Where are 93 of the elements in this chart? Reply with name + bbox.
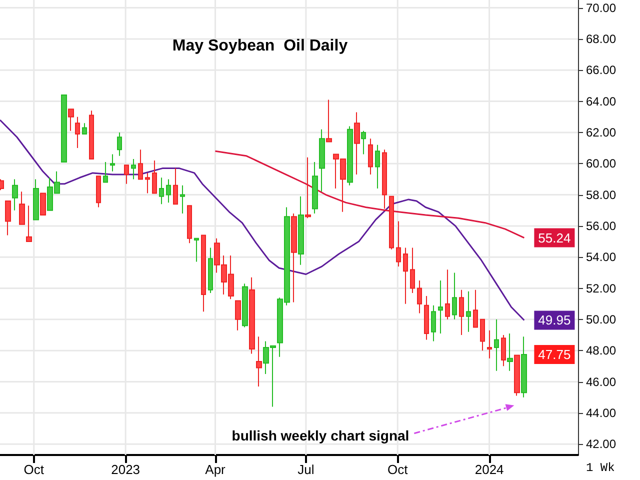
candlestick: [249, 276, 255, 354]
data-label: 55.24: [538, 230, 571, 246]
x-tick-label: Jul: [298, 462, 314, 477]
candlestick: [487, 330, 492, 359]
candlestick: [208, 247, 213, 294]
candlestick: [396, 220, 401, 267]
candlestick: [131, 158, 136, 180]
candlestick: [347, 126, 353, 186]
candlestick: [298, 196, 304, 266]
candlestick: [33, 178, 39, 220]
candlestick: [159, 177, 164, 205]
line-series: [0, 119, 525, 321]
x-tick-label: Oct: [24, 462, 44, 477]
candlestick: [494, 318, 499, 372]
candlestick: [403, 247, 408, 304]
y-tick-label: 56.00: [586, 218, 616, 233]
line-series: [214, 150, 525, 239]
y-tick-label: 62.00: [586, 125, 616, 140]
candlestick: [138, 149, 143, 180]
text: 47.75: [538, 346, 571, 362]
candlestick: [514, 354, 520, 396]
y-tick-label: 66.00: [586, 63, 616, 78]
candlestick: [501, 334, 506, 367]
candlestick: [312, 162, 318, 214]
y-tick-label: 70.00: [586, 0, 616, 15]
candlestick: [103, 162, 108, 183]
y-tick-label: 50.00: [586, 312, 616, 326]
candlestick: [438, 280, 443, 334]
x-tick-label: 2024: [474, 462, 504, 477]
candlestick: [96, 176, 101, 208]
y-tick-label: 48.00: [586, 344, 616, 358]
candlestick: [117, 132, 122, 156]
candlestick: [12, 178, 18, 211]
y-tick-label: 58.00: [586, 188, 616, 202]
candlestick: [256, 336, 262, 387]
candlestick: [424, 296, 429, 340]
annotation: bullish weekly chart signal: [232, 427, 410, 444]
candlestick: [291, 212, 297, 303]
y-tick-label: 46.00: [586, 374, 616, 389]
candlestick: [389, 196, 394, 250]
y-tick-label: 68.00: [586, 32, 616, 46]
y-tick-label: 64.00: [586, 94, 616, 108]
candlestick: [354, 112, 360, 176]
candlestick: [242, 283, 248, 328]
candlestick: [480, 318, 485, 352]
candlestick: [459, 289, 464, 336]
candlestick: [145, 172, 150, 194]
y-tick-label: 52.00: [586, 281, 616, 296]
candlestick: [75, 116, 80, 149]
candlestick: [180, 184, 185, 214]
candlestick: [410, 247, 415, 294]
candlestick: [452, 272, 457, 320]
candlestick: [124, 164, 129, 184]
candlestick: [319, 128, 325, 192]
candlestick: [507, 332, 513, 372]
candlestick: [173, 168, 178, 205]
candlestick: [201, 234, 206, 312]
candlestick: [382, 149, 387, 210]
text: 1 Wk: [586, 461, 615, 475]
data-label: 49.95: [538, 312, 571, 328]
candlestick: [194, 238, 199, 262]
candlestick: [166, 178, 171, 204]
candlestick: [466, 290, 471, 332]
candlestick: [361, 130, 366, 155]
x-tick-label: Apr: [205, 462, 226, 477]
candlestick: [368, 138, 373, 176]
candlestick: [82, 122, 87, 135]
candlestick: [61, 94, 67, 163]
candlestick: [26, 205, 32, 242]
y-tick-label: 60.00: [586, 156, 616, 171]
candlestick: [326, 99, 332, 142]
candlestick: [40, 192, 46, 216]
candlestick: [473, 289, 478, 328]
text: May Soybean Oil Daily: [172, 38, 348, 54]
candlestick: [417, 280, 422, 314]
candlestick: [431, 304, 436, 342]
candlestick: [445, 269, 450, 320]
candlestick: [235, 300, 241, 331]
candlestick: [89, 110, 94, 160]
y-tick-label: 54.00: [586, 250, 616, 264]
candlestick: [110, 154, 115, 172]
candlestick: [68, 108, 74, 132]
x-tick-label: 2023: [111, 462, 140, 477]
x-tick-label: Oct: [388, 462, 408, 477]
y-tick-label: 44.00: [586, 406, 616, 420]
candlestick: [152, 160, 157, 194]
candlestick: [375, 144, 380, 190]
candlestick: [521, 336, 527, 398]
y-tick-label: 42.00: [586, 437, 616, 452]
candlestick: [187, 205, 192, 244]
candlestick: [19, 191, 25, 225]
candlestick: [5, 200, 11, 236]
candlestick: [305, 156, 311, 219]
